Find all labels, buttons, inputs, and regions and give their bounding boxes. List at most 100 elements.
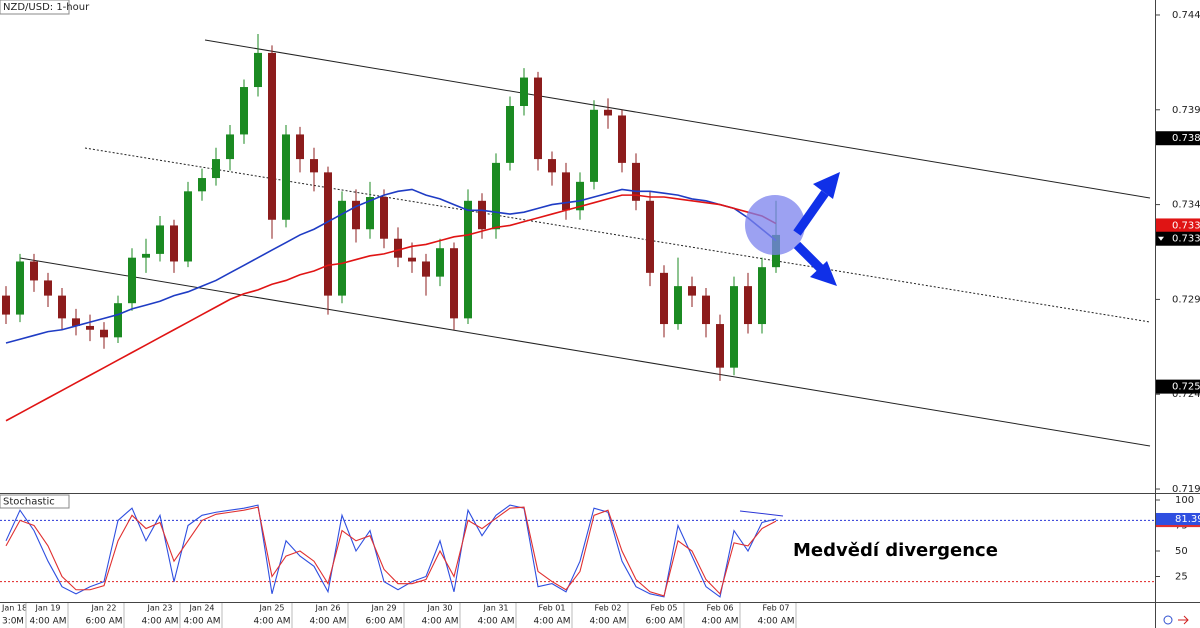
x-date-label: Jan 18 <box>1 604 27 613</box>
candle-body <box>114 303 122 338</box>
candle-body <box>352 200 360 230</box>
icon <box>1178 615 1189 625</box>
chart-title: NZD/USD: 1-hour <box>3 2 90 13</box>
icon <box>1163 615 1173 625</box>
candle-body <box>254 52 262 88</box>
y-tick-label: 25 <box>1175 572 1188 583</box>
highlight-circle <box>745 195 805 255</box>
x-date-label: Feb 06 <box>707 604 734 613</box>
price-plot <box>2 33 780 422</box>
arrow-up-head <box>813 172 840 199</box>
x-time-label: 4:00 AM <box>534 617 571 627</box>
candle-body <box>548 159 556 173</box>
y-tick-label: 100 <box>1175 495 1194 506</box>
candle-body <box>520 77 528 106</box>
y-tick-label: 0.7448 <box>1172 10 1200 21</box>
price-tag <box>1156 218 1200 233</box>
moving-average <box>5 188 777 344</box>
candle-body <box>184 191 192 262</box>
candle-body <box>212 159 220 179</box>
price-tag <box>1156 131 1200 146</box>
candle-body <box>72 318 80 326</box>
x-time-label: 3:0 <box>2 617 17 627</box>
candle-body <box>716 324 724 368</box>
x-date-label: Jan 30 <box>426 604 452 613</box>
annotation: Medvědí divergence <box>793 540 998 561</box>
candle-body <box>478 200 486 230</box>
candle-body <box>128 257 136 304</box>
candle-body <box>730 286 738 368</box>
x-date-label: Jan 31 <box>482 604 508 613</box>
moving-average <box>5 194 777 422</box>
candle-body <box>408 257 416 262</box>
price-marker <box>1158 236 1164 241</box>
x-time-label: 4:00 AM <box>310 617 347 627</box>
candle-body <box>436 248 444 277</box>
candle-body <box>422 261 430 277</box>
candle-body <box>576 181 584 211</box>
x-time-label: 4:00 AM <box>184 617 221 627</box>
candle-body <box>758 267 766 325</box>
x-time-label: 6:00 AM <box>646 617 683 627</box>
candle-body <box>100 329 108 338</box>
candle-body <box>156 225 164 254</box>
candle-body <box>632 162 640 201</box>
price-tag-label: 0.7383 <box>1172 133 1200 144</box>
candle-body <box>324 172 332 296</box>
candle-body <box>702 295 710 325</box>
candle-body <box>296 134 304 160</box>
divergence-line <box>739 510 784 517</box>
x-time-label: 4:00 AM <box>758 617 795 627</box>
candle-body <box>562 172 570 211</box>
price-tag <box>1156 231 1200 246</box>
candle-body <box>380 197 388 239</box>
x-time-label: 4:00 AM <box>30 617 67 627</box>
candle-body <box>268 52 276 220</box>
price-tag <box>1156 379 1200 394</box>
x-date-label: Feb 07 <box>763 604 790 613</box>
x-date-label: Jan 26 <box>314 604 340 613</box>
candle-body <box>674 286 682 325</box>
candle-body <box>590 109 598 182</box>
arrow-down <box>793 241 826 274</box>
candle-body <box>618 115 626 163</box>
candle-body <box>44 280 52 296</box>
x-date-label: Feb 05 <box>651 604 678 613</box>
channel-bottom <box>19 257 1151 447</box>
candle-body <box>30 261 38 281</box>
x-time-label: 4:00 AM <box>590 617 627 627</box>
arrow-up <box>793 190 829 236</box>
candle-body <box>198 178 206 192</box>
x-time-label: 6:00 AM <box>86 617 123 627</box>
y-tick-label: 0.7398 <box>1172 105 1200 116</box>
x-date-label: Feb 01 <box>539 604 566 613</box>
axis-icons <box>1163 615 1189 625</box>
candle-body <box>394 238 402 258</box>
candle-body <box>240 87 248 135</box>
candle-body <box>282 134 290 220</box>
candle-body <box>338 200 346 296</box>
highlight <box>745 172 840 286</box>
candle-body <box>58 295 66 319</box>
candle-body <box>226 134 234 160</box>
candle-body <box>744 286 752 325</box>
stoch-title-box <box>0 494 70 509</box>
x-date-label: Jan 25 <box>258 604 284 613</box>
x-time-label: 4:00 AM <box>478 617 515 627</box>
x-date-label: Jan 19 <box>34 604 60 613</box>
y-tick-label: 0.7198 <box>1172 484 1200 495</box>
x-time-label: 6:00 AM <box>366 617 403 627</box>
candle-body <box>2 295 10 315</box>
stoch-tag-label: 81.39 <box>1175 514 1200 525</box>
drawings <box>19 39 1151 447</box>
candle-body <box>464 200 472 319</box>
candle-body <box>86 325 94 330</box>
candle-body <box>688 286 696 296</box>
stoch-line <box>5 504 777 598</box>
candle-body <box>492 162 500 230</box>
x-date-label: Jan 29 <box>370 604 396 613</box>
x-time-label: 4:00 AM <box>254 617 291 627</box>
candle-body <box>310 159 318 173</box>
